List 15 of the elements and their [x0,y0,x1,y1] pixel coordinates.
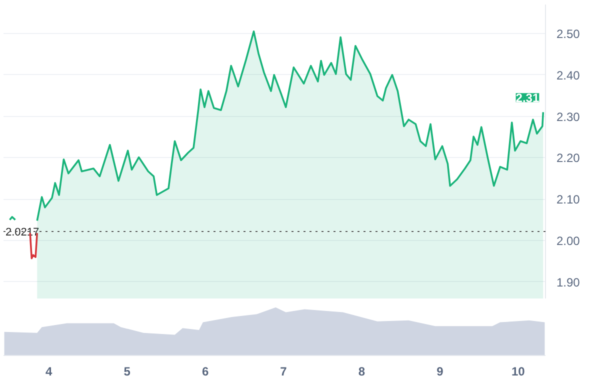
x-tick-label: 7 [280,364,288,378]
x-tick-label: 9 [436,364,444,378]
y-tick-label: 2.10 [556,192,580,207]
x-tick-label: 8 [358,364,366,378]
x-tick-label: 6 [202,364,209,378]
x-tick-label: 4 [46,364,53,378]
y-tick-label: 2.40 [556,68,580,82]
y-tick-label: 1.90 [556,275,580,290]
x-tick-label: 5 [124,364,131,378]
x-tick-label: 10 [511,364,526,378]
y-tick-label: 2.00 [556,234,580,248]
y-tick-label: 2.20 [556,151,580,166]
annotation: 2.31 [516,91,540,106]
y-tick-label: 2.50 [556,26,580,41]
y-tick-label: 2.30 [556,110,580,124]
